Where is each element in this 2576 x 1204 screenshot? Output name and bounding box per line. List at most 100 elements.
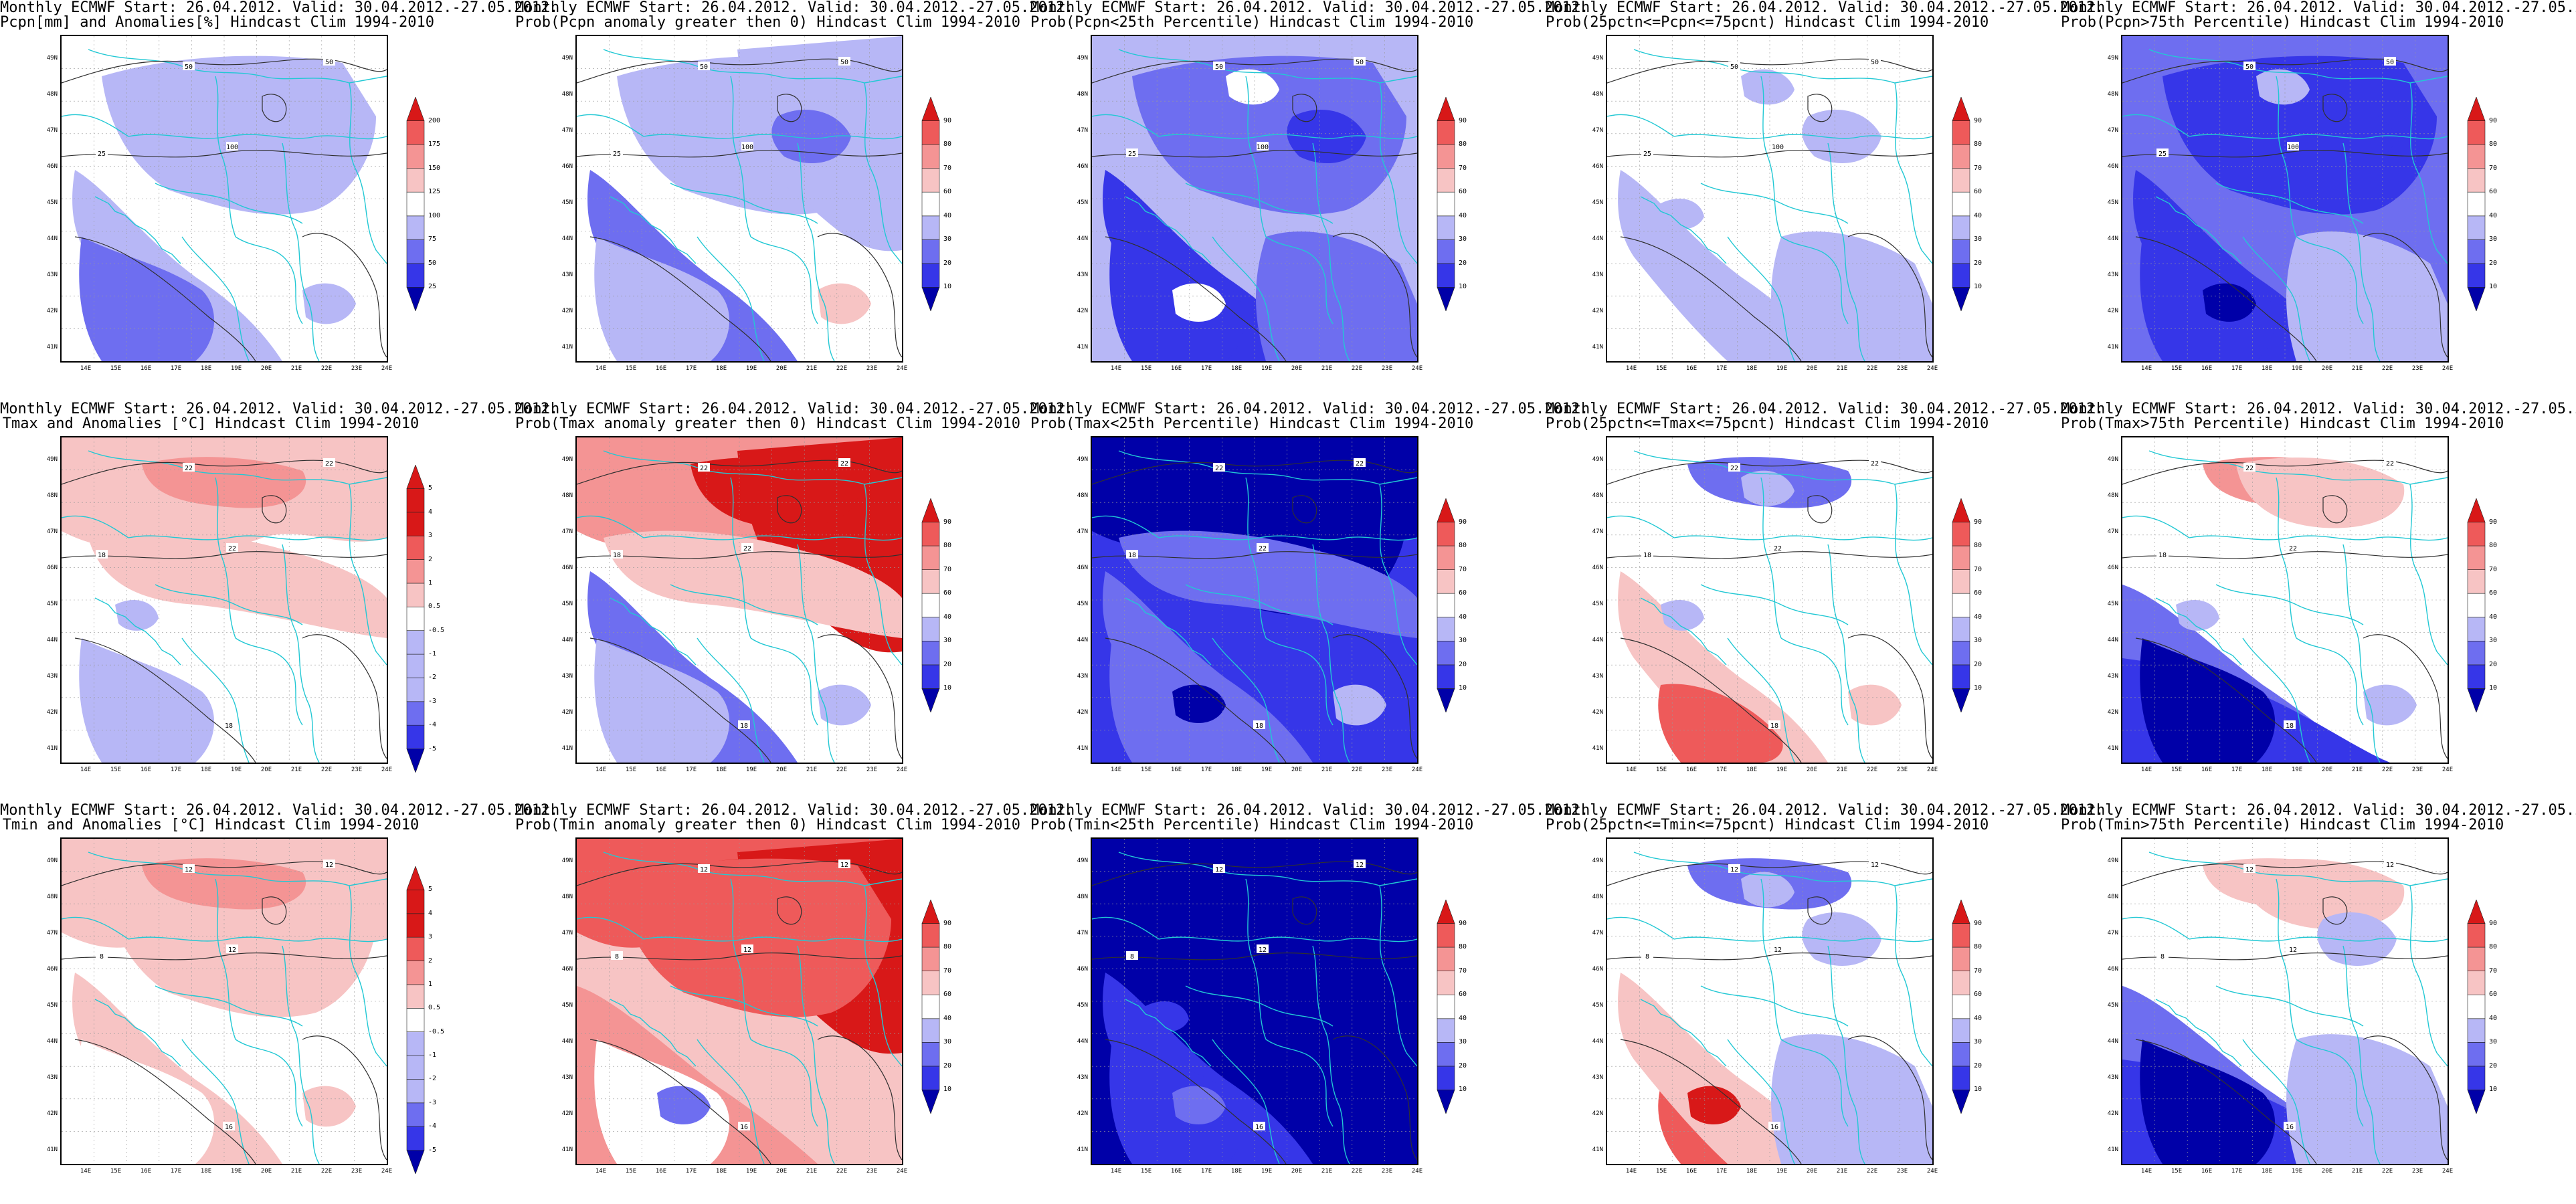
colorbar-segment (2467, 120, 2486, 145)
latitude-tick: 43N (1592, 1074, 1603, 1081)
contour-label-box (226, 944, 238, 953)
longitude-tick: 23E (866, 1168, 878, 1175)
latitude-tick: 42N (1077, 709, 1088, 716)
contour-label: 50 (185, 64, 193, 71)
climatology-contour (2122, 460, 2448, 485)
latitude-tick: 41N (1592, 1146, 1603, 1153)
longitude-tick: 14E (1625, 1168, 1637, 1175)
country-border (1118, 851, 1417, 886)
colorbar-tick-label: 70 (1974, 967, 1983, 975)
shaded-region (2140, 1039, 2276, 1164)
colorbar-segment (2467, 1090, 2486, 1114)
latitude-tick: 41N (561, 344, 573, 350)
contour-label: 25 (1128, 150, 1136, 158)
longitude-tick: 18E (2261, 1168, 2273, 1175)
contour-label-box (698, 864, 710, 873)
colorbar-segment (1952, 263, 1970, 288)
contour-label: 22 (185, 465, 193, 472)
climatology-contour (577, 150, 902, 158)
colorbar-tick-label: 40 (1459, 1014, 1467, 1022)
colorbar-tick-label: 60 (943, 188, 952, 196)
climatology-contour (62, 952, 387, 961)
latitude-tick: 43N (1077, 673, 1088, 680)
longitude-tick: 23E (866, 767, 878, 773)
shaded-region (1333, 684, 1386, 726)
country-border (282, 544, 320, 763)
colorbar: 10 20 30 40 60 70 80 90 (2466, 498, 2497, 712)
contour-label: 25 (1643, 150, 1651, 158)
colorbar-segment (1952, 545, 1970, 570)
longitude-tick: 17E (2231, 365, 2243, 372)
longitude-tick: 18E (2261, 767, 2273, 773)
country-border (1673, 936, 1932, 942)
latitude-tick: 48N (2107, 894, 2118, 900)
longitude-tick: 17E (1200, 1168, 1212, 1175)
contour-label-box (1354, 57, 1366, 66)
climatology-contour (62, 861, 387, 886)
country-border (1245, 477, 1267, 639)
colorbar-segment (2467, 144, 2486, 169)
colorbar-segment (921, 191, 940, 217)
colorbar-tick-label: 80 (1459, 542, 1467, 550)
country-border (62, 515, 129, 538)
latitude-tick: 43N (561, 272, 573, 278)
country-border (1312, 544, 1350, 763)
climatology-contour (2122, 58, 2448, 84)
colorbar-segment (1952, 498, 1970, 522)
colorbar-segment (2467, 1042, 2486, 1067)
longitude-tick: 17E (2231, 1168, 2243, 1175)
contour-label: 100 (2287, 144, 2299, 151)
climatology-contour (1292, 94, 1317, 122)
contour-label-box (838, 57, 850, 66)
colorbar-segment (406, 1102, 425, 1127)
longitude-tick: 24E (381, 365, 393, 372)
longitude-tick: 18E (1746, 1168, 1758, 1175)
panel-title-variable: Prob(Pcpn anomaly greater then 0) Hindca… (515, 14, 1020, 31)
colorbar-tick-label: 60 (1459, 188, 1467, 196)
longitude-tick: 14E (2140, 1168, 2152, 1175)
longitude-tick: 23E (1381, 365, 1393, 372)
contour-label: 50 (2386, 59, 2394, 66)
country-border (349, 484, 387, 666)
latitude-tick: 44N (2107, 637, 2118, 643)
colorbar-tick-label: 90 (943, 518, 952, 526)
colorbar-tick-label: 70 (943, 164, 952, 172)
country-border (2148, 49, 2448, 84)
longitude-tick: 17E (170, 1168, 182, 1175)
colorbar-segment (921, 641, 940, 666)
longitude-tick: 16E (1685, 767, 1697, 773)
shaded-region (657, 1086, 711, 1124)
shaded-region (587, 170, 798, 361)
map-frame: 50 50 25 100 (60, 35, 388, 363)
climatology-contour (62, 58, 387, 84)
contour-label-box (96, 550, 108, 559)
colorbar-segment (1952, 215, 1970, 240)
map-frame: 12 12 8 12 16 (1606, 837, 1934, 1165)
colorbar-tick-label: 60 (1974, 188, 1983, 196)
longitude-tick: 24E (381, 767, 393, 773)
latitude-tick: 46N (1592, 966, 1603, 973)
country-border (2148, 450, 2448, 485)
longitude-tick: 23E (2411, 365, 2423, 372)
longitude-tick: 17E (1716, 1168, 1728, 1175)
latitude-tick: 45N (46, 601, 58, 607)
colorbar-tick-label: 20 (943, 660, 952, 668)
colorbar-svg (1952, 900, 1970, 1114)
colorbar-segment (406, 97, 425, 121)
climatology-contour (1607, 58, 1932, 84)
shaded-region (302, 283, 356, 324)
climatology-contour (1607, 861, 1932, 886)
colorbar-segment (406, 984, 425, 1009)
country-border (282, 142, 320, 361)
climatology-contour (1847, 233, 1932, 358)
colorbar-segment (921, 900, 940, 924)
country-border (730, 878, 751, 1040)
longitude-tick: 22E (1866, 767, 1878, 773)
colorbar-segment (1437, 688, 1455, 712)
climatology-contour (817, 634, 902, 759)
colorbar-segment (1952, 191, 1970, 217)
contour-label-box (1253, 720, 1265, 729)
colorbar-svg (1952, 498, 1970, 712)
colorbar-segment (406, 1079, 425, 1104)
contour-label: 100 (226, 144, 238, 151)
